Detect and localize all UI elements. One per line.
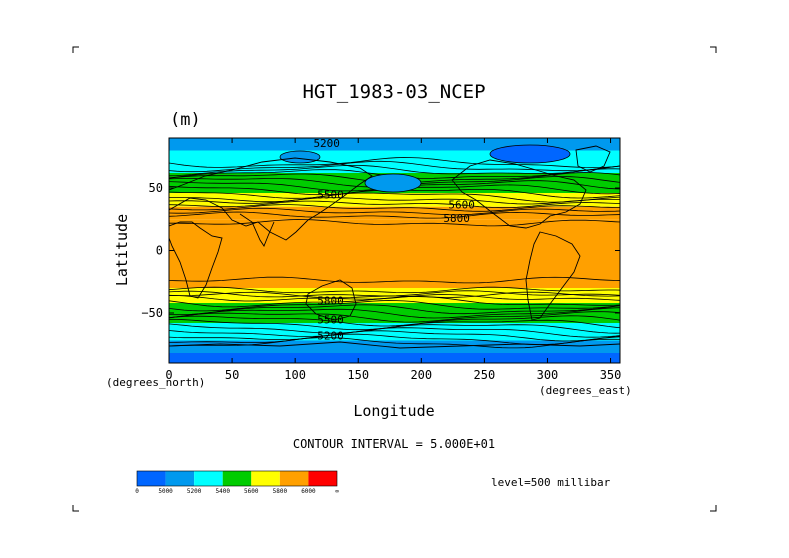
x-tick-label: 200 [410,368,432,382]
contour-line [169,327,620,338]
contour-label: 5500 [317,313,344,326]
units-label: (m) [170,110,201,130]
crop-mark-top-left [72,46,79,53]
contour-line [169,160,620,173]
x-tick-label: 150 [347,368,369,382]
colorbar-label: 6000 [301,488,316,495]
x-axis-label: Longitude [353,402,434,420]
colorbar-frame [136,470,338,487]
coastline-india [239,213,275,247]
x-tick-label: 300 [537,368,559,382]
contour-label: 5500 [317,188,344,201]
contour-line [169,291,620,299]
colorbar-label: 5200 [187,488,202,495]
polar-low-north [364,173,422,193]
y-axis: −50 0 50 [141,181,620,320]
contour-line [169,204,620,212]
colorbar-swatch [137,471,166,486]
x-tick-label: 350 [600,368,622,382]
contour-line [169,286,620,294]
colorbar-label: 5800 [273,488,288,495]
x-unit-note: (degrees_east) [539,384,632,397]
contour-label: 5600 [448,198,475,211]
level-text: level=500 millibar [491,476,611,489]
colorbar-swatch [308,471,337,486]
crop-marks [72,46,717,512]
colorbar-label: 5600 [244,488,259,495]
x-axis: 0 50 100 150 200 250 300 350 [165,138,621,382]
coastline-antarctica [169,341,620,349]
coastline-australia [305,279,357,321]
contour-line [169,307,620,319]
coastline-greenland [575,145,611,173]
contour-line [169,207,620,216]
contour-line [169,330,620,342]
contour-label: 5800 [317,295,344,308]
x-tick-label: 50 [225,368,239,382]
band-10 [169,353,620,363]
contour-label: 5200 [313,137,340,150]
contour-line [169,200,620,209]
x-tick-label: 100 [284,368,306,382]
contour-label: 5200 [317,330,344,343]
y-unit-note: (degrees_north) [106,376,205,389]
colorbar-swatch [279,471,309,486]
band-9 [169,340,620,353]
crop-mark-bottom-left [72,505,79,512]
colorbar-swatch [222,471,252,486]
coastline-africa [169,221,223,299]
contour-line [169,333,620,346]
contour-label: 5800 [443,212,470,225]
coastline-europe-asia [169,157,373,241]
contour-line [169,276,620,284]
crop-mark-top-right [710,46,717,53]
colorbar-label: 5400 [215,488,230,495]
band-5 [169,219,620,288]
x-tick-label: 250 [474,368,496,382]
contour-line [169,304,620,316]
contour-line [169,323,620,334]
colorbar-label: ∞ [335,488,339,495]
contour-line [169,197,620,205]
color-fill-bands [169,138,620,363]
colorbar-label: 5000 [158,488,173,495]
colorbar-swatch [251,471,280,486]
coastline-south-america [525,231,581,321]
contour-line [169,211,620,219]
contour-line [169,219,620,227]
x-tick-label: 0 [165,368,172,382]
polar-low-northwest [279,150,321,164]
contour-line [169,295,620,308]
y-tick-label: 0 [156,244,163,258]
colorbar-swatch [165,471,195,486]
chart-title: HGT_1983-03_NCEP [302,81,485,103]
contour-line [169,315,620,327]
coastlines [169,145,620,349]
band-4 [169,206,620,220]
band-7 [169,303,620,323]
contour-line [169,192,620,203]
contour-line [169,311,620,323]
polar-low-northeast [489,144,571,164]
colorbar: 0 5000 5200 5400 5600 5800 6000 ∞ [135,470,339,495]
contour-interval-text: CONTOUR INTERVAL = 5.000E+01 [293,437,495,451]
colorbar-swatch [194,471,223,486]
y-tick-label: −50 [141,306,163,320]
colorbar-label: 0 [135,488,139,495]
y-axis-label: Latitude [113,214,131,286]
y-tick-label: 50 [149,181,163,195]
coastline-north-america [451,159,587,229]
crop-mark-bottom-right [710,505,717,512]
